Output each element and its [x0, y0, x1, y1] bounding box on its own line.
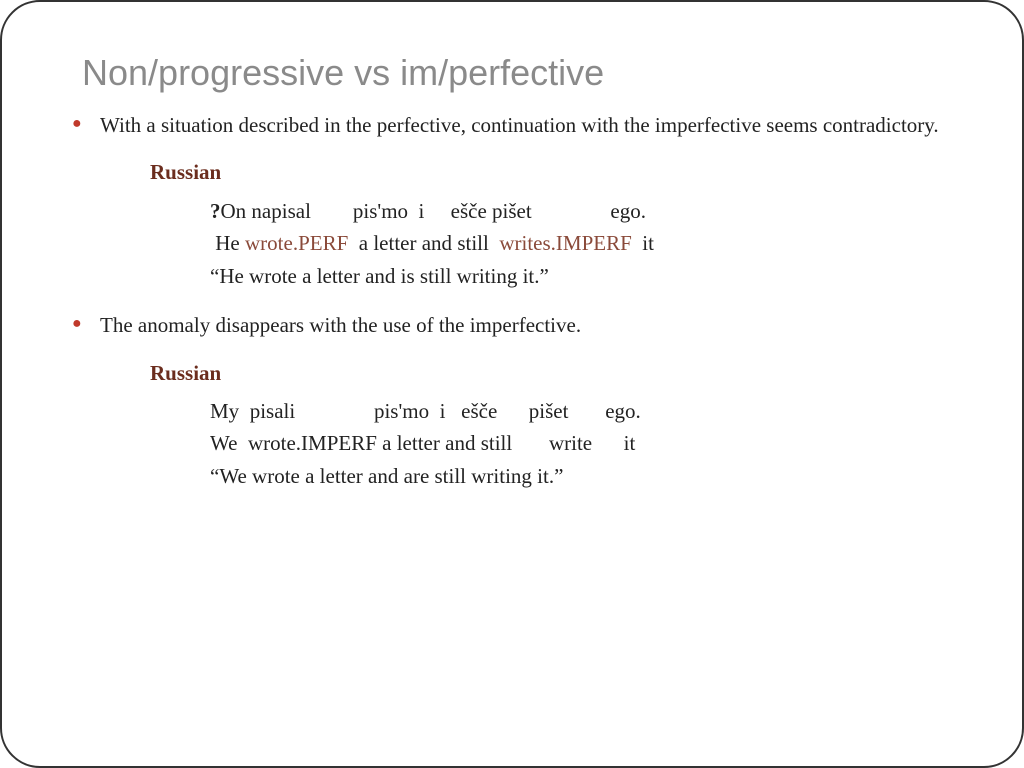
translation-row: “He wrote a letter and is still writing … [210, 260, 952, 293]
gloss-accent: wrote.PERF [245, 231, 348, 255]
gloss-cell: still [457, 231, 499, 255]
gloss-cell: pišet [529, 399, 569, 423]
gloss-cell: wrote.IMPERF [248, 431, 377, 455]
gloss-cell: ego. [610, 199, 646, 223]
slide-frame: Non/progressive vs im/perfective With a … [0, 0, 1024, 768]
gloss-cell: write [549, 431, 592, 455]
gloss-source-row: My pisali pis'mo i ešče pišet ego. [210, 395, 952, 428]
gloss-cell: pis'mo [353, 199, 419, 223]
translation-row: “We wrote a letter and are still writing… [210, 460, 952, 493]
gloss-cell: On napisal [221, 199, 353, 223]
gloss-cell: We [210, 431, 237, 455]
gloss-cell: ešče [461, 399, 497, 423]
gloss-cell: My [210, 399, 239, 423]
gloss-cell: ešče pišet [451, 199, 611, 223]
bullet-item: With a situation described in the perfec… [72, 112, 952, 292]
gloss-gloss-row: He wrote.PERF a letter and still writes.… [210, 227, 952, 260]
language-label: Russian [150, 360, 952, 387]
language-label: Russian [150, 159, 952, 186]
bullet-text: The anomaly disappears with the use of t… [100, 313, 581, 337]
gloss-block-2: My pisali pis'mo i ešče pišet ego. We wr… [210, 395, 952, 493]
gloss-cell: a letter [382, 431, 440, 455]
gloss-cell: ego. [605, 399, 641, 423]
gloss-cell: i [419, 199, 451, 223]
gloss-cell: it [624, 431, 636, 455]
gloss-cell: and [445, 431, 475, 455]
gloss-gloss-row: We wrote.IMPERF a letter and still write… [210, 427, 952, 460]
gloss-accent: writes.IMPERF [499, 231, 631, 255]
gloss-cell: a letter [348, 231, 416, 255]
gloss-cell: it [632, 231, 654, 255]
slide-title: Non/progressive vs im/perfective [82, 52, 952, 94]
gloss-cell: i [440, 399, 446, 423]
gloss-source-row: ?On napisal pis'mo i ešče pišet ego. [210, 195, 952, 228]
gloss-block-1: ?On napisal pis'mo i ešče pišet ego. He … [210, 195, 952, 293]
gloss-cell: pisali [250, 399, 296, 423]
gloss-cell: pis'mo [374, 399, 429, 423]
bullet-item: The anomaly disappears with the use of t… [72, 312, 952, 492]
judgment-mark: ? [210, 199, 221, 223]
gloss-cell: and [422, 231, 452, 255]
gloss-cell: He [210, 231, 245, 255]
bullet-text: With a situation described in the perfec… [100, 113, 939, 137]
gloss-cell: still [481, 431, 513, 455]
bullet-list: With a situation described in the perfec… [72, 112, 952, 492]
